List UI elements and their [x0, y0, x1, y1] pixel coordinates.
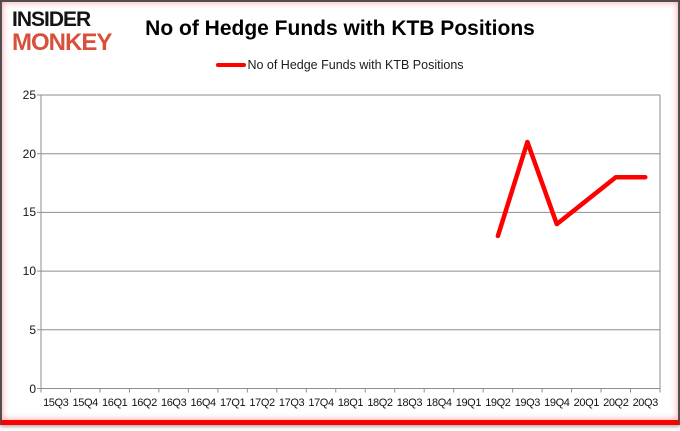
y-axis-tick-label: 5: [29, 322, 36, 337]
logo-text-insider: INSIDER: [12, 8, 91, 31]
x-axis-tick-label: 19Q3: [514, 397, 541, 409]
x-axis-tick-label: 15Q3: [43, 397, 69, 409]
x-axis-tick-label: 20Q1: [573, 397, 600, 409]
x-axis-tick-label: 17Q1: [219, 397, 246, 409]
insider-monkey-logo: INSIDER MONKEY: [12, 8, 112, 56]
x-axis-tick-label: 16Q3: [160, 397, 187, 409]
x-axis-tick-label: 16Q4: [190, 397, 216, 409]
x-axis-tick-label: 16Q1: [102, 397, 128, 409]
y-axis-tick-label: 15: [22, 205, 36, 220]
y-axis-tick-label: 25: [22, 88, 36, 102]
x-axis-tick-label: 19Q4: [544, 397, 570, 409]
x-axis-tick-label: 18Q4: [426, 397, 452, 409]
legend-line-marker: [216, 63, 247, 67]
chart-title: No of Hedge Funds with KTB Positions: [145, 17, 535, 40]
y-axis-tick-label: 0: [29, 381, 36, 396]
x-axis-tick-label: 17Q3: [278, 397, 305, 409]
x-axis-tick-label: 17Q4: [308, 397, 334, 409]
x-axis-tick-label: 16Q2: [131, 397, 158, 409]
x-axis-tick-label: 15Q4: [72, 397, 99, 409]
x-axis-tick-label: 19Q1: [455, 397, 482, 409]
x-axis-tick-label: 17Q2: [249, 397, 275, 409]
y-axis-tick-label: 20: [22, 146, 36, 161]
x-axis-tick-label: 18Q1: [337, 397, 364, 409]
y-axis-tick-label: 10: [22, 264, 36, 279]
legend: No of Hedge Funds with KTB Positions: [2, 58, 678, 72]
x-axis-tick-label: 20Q3: [632, 397, 659, 409]
logo-text-monkey: MONKEY: [12, 29, 112, 56]
x-axis-tick-label: 18Q3: [396, 397, 423, 409]
x-axis-tick-label: 20Q2: [603, 397, 629, 409]
series-line: [495, 139, 648, 239]
x-axis-tick-label: 19Q2: [485, 397, 511, 409]
legend-series-label: No of Hedge Funds with KTB Positions: [247, 58, 464, 72]
x-axis-tick-label: 18Q2: [367, 397, 393, 409]
